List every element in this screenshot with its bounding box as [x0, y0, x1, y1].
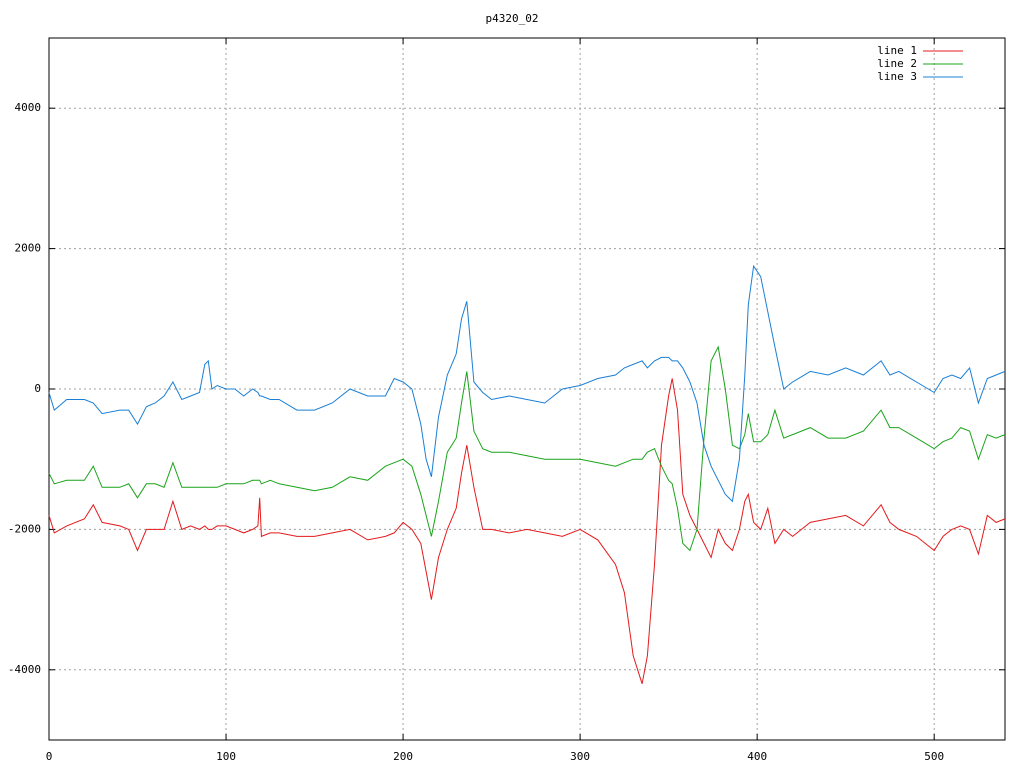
legend-label: line 1	[877, 44, 917, 57]
y-tick-label: -4000	[8, 663, 41, 676]
data-line	[48, 345, 1006, 552]
data-line	[48, 378, 1006, 684]
x-tick-label: 0	[46, 750, 53, 763]
x-tick-label: 200	[393, 750, 413, 763]
x-tick-label: 100	[216, 750, 236, 763]
legend-label: line 2	[877, 57, 917, 70]
y-tick-label: 0	[34, 382, 41, 395]
legend-label: line 3	[877, 70, 917, 83]
x-tick-label: 300	[570, 750, 590, 763]
data-line	[48, 264, 1006, 503]
y-tick-label: 4000	[15, 101, 42, 114]
plot-frame	[48, 37, 1006, 741]
x-tick-label: 400	[747, 750, 767, 763]
y-tick-label: -2000	[8, 522, 41, 535]
y-tick-label: 2000	[15, 242, 42, 255]
chart-title: p4320_02	[486, 12, 539, 25]
x-tick-label: 500	[924, 750, 944, 763]
